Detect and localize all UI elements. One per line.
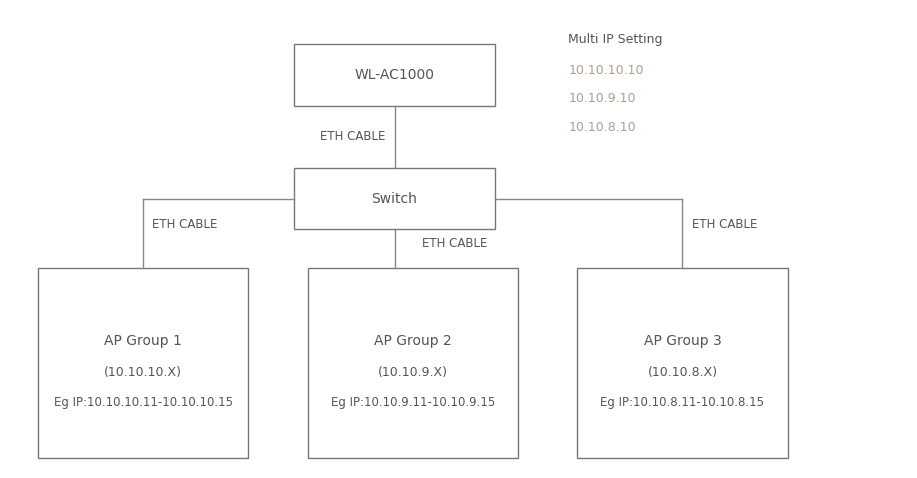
Text: AP Group 3: AP Group 3 [644,334,722,348]
Text: (10.10.8.X): (10.10.8.X) [647,366,717,379]
Text: Multi IP Setting: Multi IP Setting [569,33,663,46]
FancyBboxPatch shape [307,268,518,457]
Text: Eg IP:10.10.9.11-10.10.9.15: Eg IP:10.10.9.11-10.10.9.15 [331,396,495,410]
Text: WL-AC1000: WL-AC1000 [355,68,435,82]
Text: 10.10.8.10: 10.10.8.10 [569,121,635,134]
Text: Eg IP:10.10.8.11-10.10.8.15: Eg IP:10.10.8.11-10.10.8.15 [601,396,765,410]
Text: ETH CABLE: ETH CABLE [691,217,757,230]
Text: 10.10.9.10: 10.10.9.10 [569,92,635,105]
FancyBboxPatch shape [294,44,495,106]
FancyBboxPatch shape [294,168,495,229]
Text: Switch: Switch [371,192,417,206]
Text: AP Group 1: AP Group 1 [105,334,182,348]
Text: ETH CABLE: ETH CABLE [422,237,487,250]
Text: 10.10.10.10: 10.10.10.10 [569,64,644,77]
Text: (10.10.10.X): (10.10.10.X) [105,366,182,379]
Text: ETH CABLE: ETH CABLE [320,130,385,143]
FancyBboxPatch shape [38,268,249,457]
FancyBboxPatch shape [578,268,788,457]
Text: Eg IP:10.10.10.11-10.10.10.15: Eg IP:10.10.10.11-10.10.10.15 [53,396,233,410]
Text: (10.10.9.X): (10.10.9.X) [378,366,447,379]
Text: ETH CABLE: ETH CABLE [152,217,217,230]
Text: AP Group 2: AP Group 2 [374,334,452,348]
